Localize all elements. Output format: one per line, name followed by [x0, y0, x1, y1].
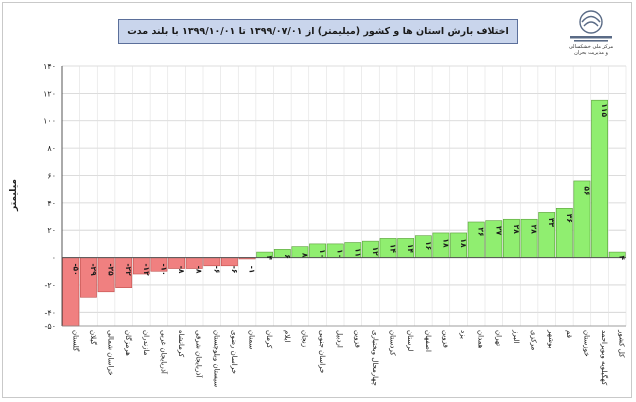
category-label: قم — [565, 330, 573, 338]
bar-value-label: -۱۰ — [159, 263, 168, 275]
bar-value-label: ۶ — [283, 254, 292, 259]
category-label: سمنان — [248, 330, 256, 349]
category-label: اصفهان — [424, 330, 432, 352]
bar-value-label: ۵۶ — [582, 186, 591, 195]
bar-value-label: ۱۲ — [371, 247, 380, 257]
category-label: همدان — [477, 330, 485, 349]
bar-value-label: -۲۲ — [124, 263, 133, 276]
bar-value-label: ۴ — [265, 256, 274, 261]
category-label: سیستان وبلوچستان — [212, 330, 220, 387]
bar-value-label: ۱۰ — [336, 249, 345, 258]
category-label: ایلام — [283, 330, 291, 342]
grid-layer — [61, 65, 627, 327]
category-label: تهران — [494, 330, 502, 346]
category-label: زنجان — [300, 330, 308, 347]
y-axis-title: میلیمتر — [9, 179, 19, 212]
bar-value-label: ۱۸ — [441, 238, 450, 248]
bar-value-label: ۱۸ — [459, 238, 468, 248]
y-tick-label: ۱۲۰ — [43, 89, 56, 98]
organization-name-line2: و مدیریت بحران — [574, 50, 608, 56]
category-label: آذربایجان غربی — [159, 330, 168, 375]
category-label: خوزستان — [582, 330, 590, 357]
y-tick-label: ۶۰ — [47, 171, 56, 180]
organization-logo — [570, 10, 612, 42]
bar-value-label: -۸ — [177, 266, 186, 274]
category-label: کردستان — [389, 330, 397, 356]
category-label: آذربایجان شرقی — [195, 330, 204, 378]
chart-title: اختلاف بارش استان ها و کشور (میلیمتر) از… — [127, 26, 509, 37]
category-label: خراسان رضوی — [230, 330, 238, 374]
chart-title-box: اختلاف بارش استان ها و کشور (میلیمتر) از… — [118, 19, 518, 44]
labels-layer: ۱۴۰ ۱۲۰ ۱۰۰ ۸۰ ۶۰ ۴۰ ۲۰ ۰ -۲۰ -۴۰ -۵۰ -۵۰ گلستان -۲۹ گ… — [43, 62, 627, 387]
bar-value-label: ۳۳ — [547, 218, 556, 228]
y-tick-label: -۴۰ — [45, 308, 56, 317]
bar-value-label: -۶ — [212, 266, 221, 274]
bar-value-label: -۱۲ — [142, 263, 151, 276]
bar-value-label: ۱۱۵ — [600, 103, 609, 117]
y-tick-label: ۰ — [52, 254, 56, 263]
category-label: البرز — [512, 329, 520, 343]
category-label: گیلان — [89, 330, 98, 345]
category-label: خراسان شمالی — [107, 330, 115, 376]
category-label: بوشهر — [547, 329, 555, 349]
bar-value-label: ۲۸ — [512, 225, 521, 235]
bar-value-label: ۳۶ — [565, 214, 574, 223]
chart-frame — [2, 2, 632, 398]
category-label: اردبیل — [336, 330, 344, 348]
bar-31 — [591, 99, 608, 258]
bar-value-label: -۲۹ — [89, 263, 98, 276]
category-label: چهارمحال وبختیاری — [371, 330, 379, 386]
category-label: کرمانشاه — [177, 330, 185, 358]
y-tick-label: ۲۰ — [47, 226, 56, 235]
bar-value-label: ۱۶ — [424, 241, 433, 250]
category-label: لرستان — [406, 330, 414, 351]
y-tick-label: ۱۰۰ — [43, 117, 56, 126]
category-label: مازندران — [142, 330, 150, 356]
bar-value-label: ۲۷ — [494, 226, 503, 236]
category-label: مرکزی — [530, 330, 538, 351]
category-label: کل کشور — [618, 329, 626, 358]
bar-value-label: ۴ — [618, 256, 627, 261]
bar-value-label: ۸ — [300, 253, 309, 258]
organization-name-line1: مرکز ملی خشکسالی — [568, 44, 614, 50]
axis-layer — [61, 66, 626, 327]
bar-value-label: ۲۸ — [530, 225, 539, 235]
bar-value-label: ۱۴ — [406, 244, 415, 254]
bar-value-label: ۲۶ — [477, 227, 486, 236]
bar-value-label: -۸ — [195, 266, 204, 274]
bar-value-label: ۱۴ — [389, 244, 398, 254]
category-label: خراسان جنوبی — [318, 330, 326, 373]
y-tick-label: ۱۴۰ — [43, 62, 56, 71]
category-label: قزوین — [441, 330, 449, 348]
y-tick-label: ۴۰ — [47, 199, 56, 208]
y-tick-label: ۸۰ — [47, 144, 56, 153]
category-label: کرمان — [265, 330, 273, 349]
category-label: هرمزگان — [124, 330, 133, 356]
category-label: کهگیلویه وبویراحمد — [600, 330, 609, 386]
category-label: گلستان — [71, 330, 80, 352]
bar-value-label: -۵۰ — [71, 263, 80, 275]
bar-value-label: -۱ — [248, 266, 257, 274]
y-tick-label: -۲۰ — [45, 281, 56, 290]
bar-10 — [221, 257, 238, 267]
category-label: یزد — [459, 330, 467, 339]
y-tick-label: -۵۰ — [45, 322, 56, 331]
bar-value-label: -۶ — [230, 266, 239, 274]
organization-name: مرکز ملی خشکسالی و مدیریت بحران — [556, 44, 626, 56]
bar-9 — [203, 257, 221, 267]
bar-value-label: -۲۵ — [107, 263, 116, 276]
bar-value-label: ۱۰ — [318, 249, 327, 258]
category-label: قزوین — [353, 330, 361, 348]
bar-value-label: ۱۱ — [353, 248, 362, 257]
